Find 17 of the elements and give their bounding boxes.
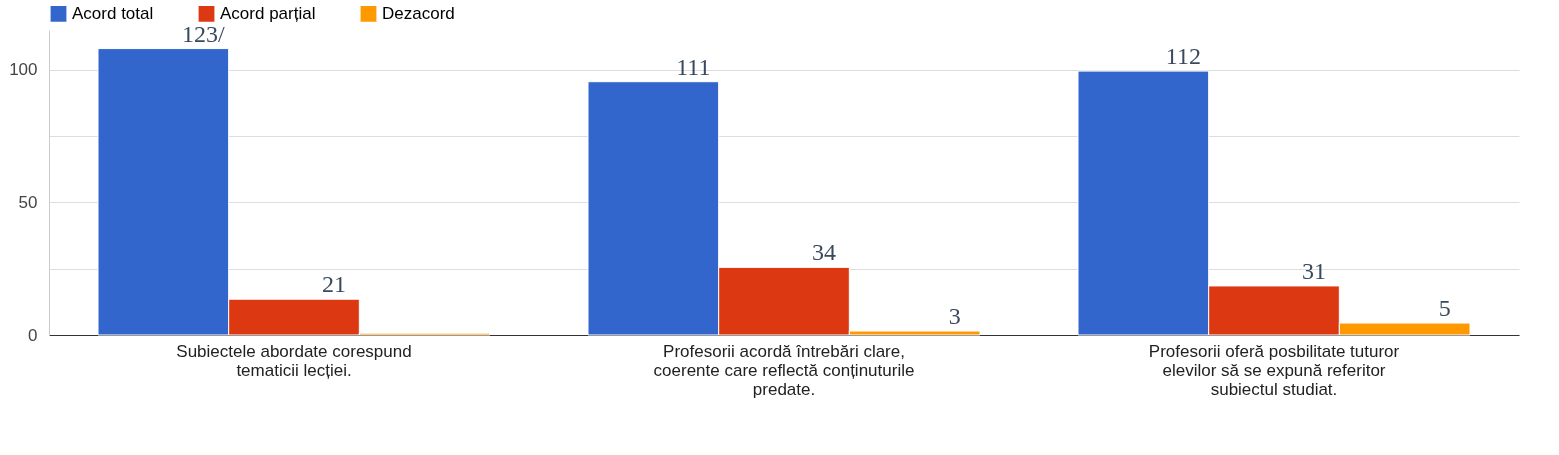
y-tick-label: 50 (18, 192, 38, 212)
y-tick-label: 0 (28, 325, 38, 345)
legend-label: Acord parțial (220, 3, 316, 23)
annotation: 34 (812, 239, 836, 266)
y-tick-label: 100 (9, 60, 38, 80)
annotation: 112 (1165, 43, 1201, 70)
annotation: 21 (322, 271, 346, 298)
x-tick-label: Profesorii acordă întrebări clare, coerente care reflectă conținuturile predate. (653, 341, 915, 399)
x-tick-label: Subiectele abordate corespund tematicii lecției. (176, 341, 412, 380)
annotation: 111 (676, 53, 711, 80)
annotation: 123/ (182, 20, 225, 47)
annotation: 5 (1438, 295, 1451, 322)
legend-label: Dezacord (382, 3, 455, 23)
annotation: 3 (948, 303, 961, 330)
legend-label: Acord total (72, 3, 154, 23)
annotation: 31 (1302, 257, 1326, 284)
x-tick-label: Profesorii oferă posbilitate tuturor elevilor să se expună referitor subiectul studiat. (1148, 341, 1400, 399)
